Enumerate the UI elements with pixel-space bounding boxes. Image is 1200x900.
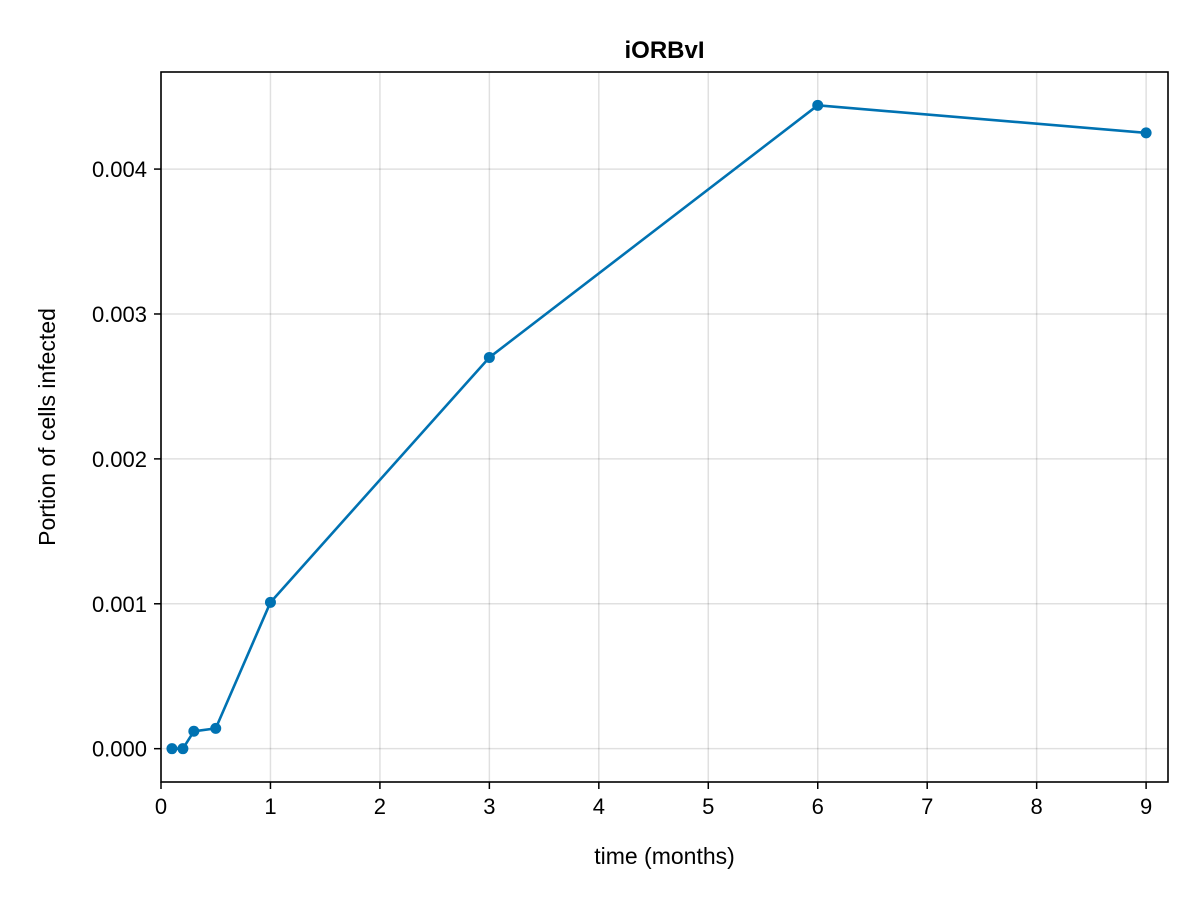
x-tick-label: 5: [702, 794, 714, 819]
y-axis-label: Portion of cells infected: [34, 308, 60, 546]
plot-frame: [160, 71, 1169, 783]
data-point: [210, 722, 222, 734]
data-point: [177, 743, 189, 755]
x-axis-label: time (months): [594, 843, 735, 869]
data-point: [264, 596, 276, 608]
data-point: [812, 99, 824, 111]
series-layer: [166, 99, 1152, 755]
data-point: [1140, 127, 1152, 139]
x-axis-ticks: 0 1 2 3 4 5 6 7 8 9: [155, 782, 1152, 819]
y-tick-label: 0.001: [92, 592, 147, 617]
x-tick-label: 2: [374, 794, 386, 819]
x-tick-label: 8: [1031, 794, 1043, 819]
data-point: [188, 725, 200, 737]
x-tick-label: 9: [1140, 794, 1152, 819]
data-point: [166, 743, 178, 755]
chart-title: iORBvI: [624, 37, 704, 64]
y-tick-label: 0.002: [92, 447, 147, 472]
x-tick-label: 1: [264, 794, 276, 819]
x-tick-label: 4: [593, 794, 605, 819]
y-tick-label: 0.004: [92, 157, 147, 182]
data-point: [483, 351, 495, 363]
y-axis-ticks: 0.000 0.001 0.002 0.003 0.004: [92, 157, 161, 762]
y-tick-label: 0.003: [92, 302, 147, 327]
x-tick-label: 6: [812, 794, 824, 819]
y-tick-label: 0.000: [92, 737, 147, 762]
x-tick-label: 0: [155, 794, 167, 819]
x-tick-label: 7: [921, 794, 933, 819]
x-tick-label: 3: [483, 794, 495, 819]
